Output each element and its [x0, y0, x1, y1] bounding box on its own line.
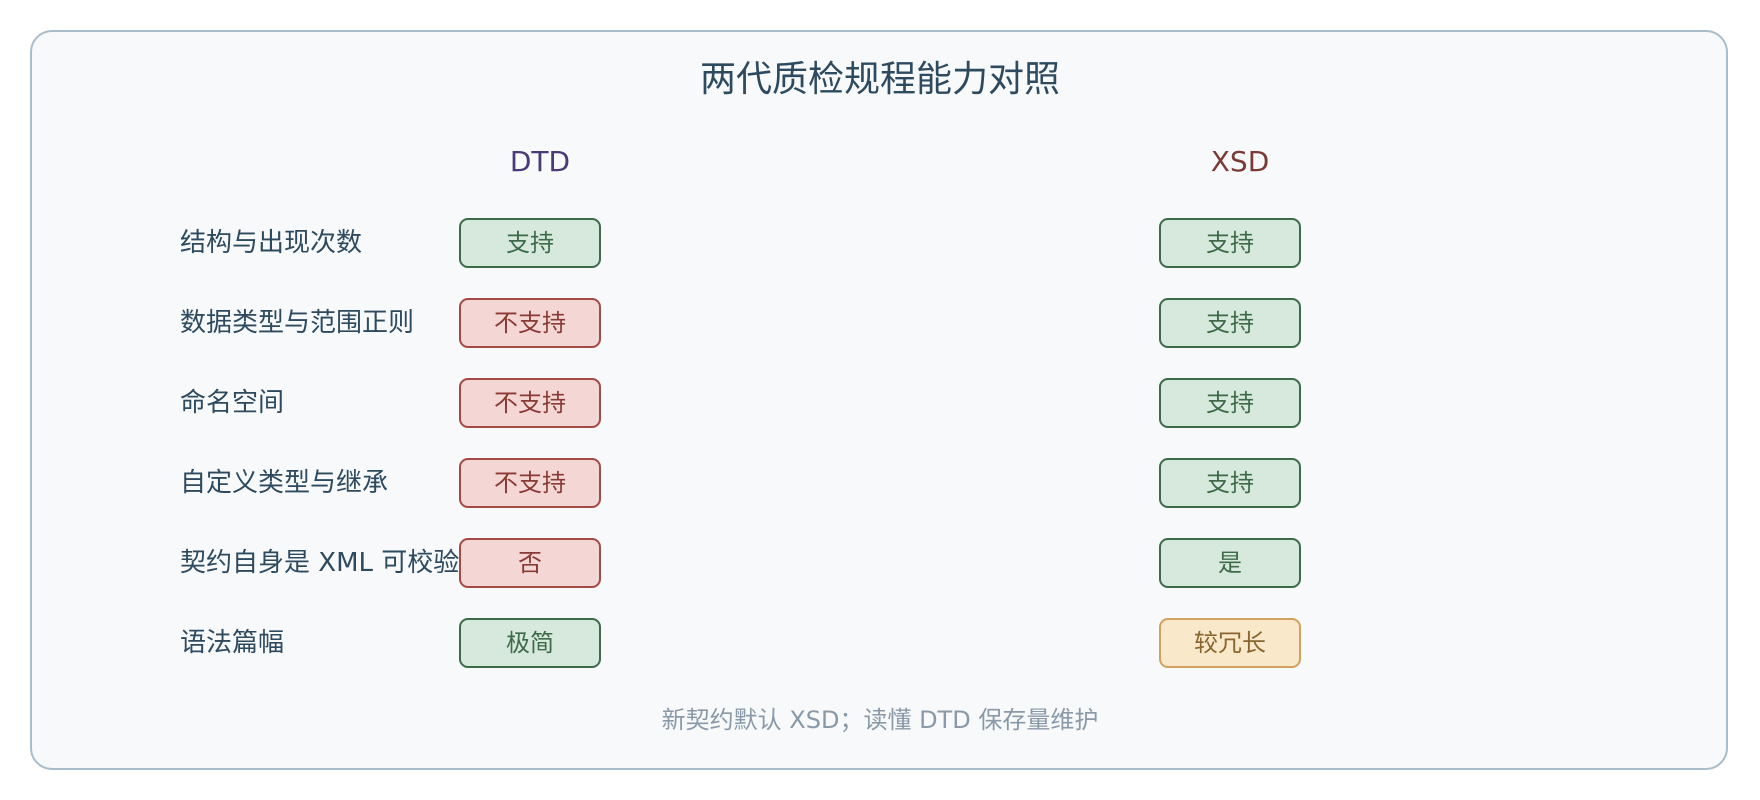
column-heading-dtd: DTD	[509, 145, 571, 178]
dtd-badge-datatype-range-regex: 不支持	[459, 298, 601, 348]
row-label-custom-type-inheritance: 自定义类型与继承	[180, 468, 389, 498]
row-label-structure-occurrence: 结构与出现次数	[180, 228, 363, 258]
column-heading-xsd: XSD	[1210, 145, 1270, 178]
diagram-title: 两代质检规程能力对照	[699, 59, 1060, 100]
dtd-badge-syntax-length: 极简	[459, 618, 601, 668]
xsd-badge-structure-occurrence: 支持	[1159, 218, 1301, 268]
dtd-badge-contract-self-xml-validatable: 否	[459, 538, 601, 588]
row-label-contract-self-xml-validatable: 契约自身是 XML 可校验	[180, 548, 460, 578]
dtd-badge-custom-type-inheritance: 不支持	[459, 458, 601, 508]
row-label-datatype-range-regex: 数据类型与范围正则	[180, 308, 415, 338]
row-label-syntax-length: 语法篇幅	[180, 628, 285, 658]
xsd-badge-contract-self-xml-validatable: 是	[1159, 538, 1301, 588]
row-label-namespace: 命名空间	[180, 388, 285, 418]
comparison-panel	[30, 30, 1728, 770]
dtd-badge-structure-occurrence: 支持	[459, 218, 601, 268]
xsd-badge-syntax-length: 较冗长	[1159, 618, 1301, 668]
xsd-badge-namespace: 支持	[1159, 378, 1301, 428]
xsd-badge-datatype-range-regex: 支持	[1159, 298, 1301, 348]
dtd-badge-namespace: 不支持	[459, 378, 601, 428]
footer-note: 新契约默认 XSD；读懂 DTD 保存量维护	[661, 706, 1099, 734]
xsd-badge-custom-type-inheritance: 支持	[1159, 458, 1301, 508]
